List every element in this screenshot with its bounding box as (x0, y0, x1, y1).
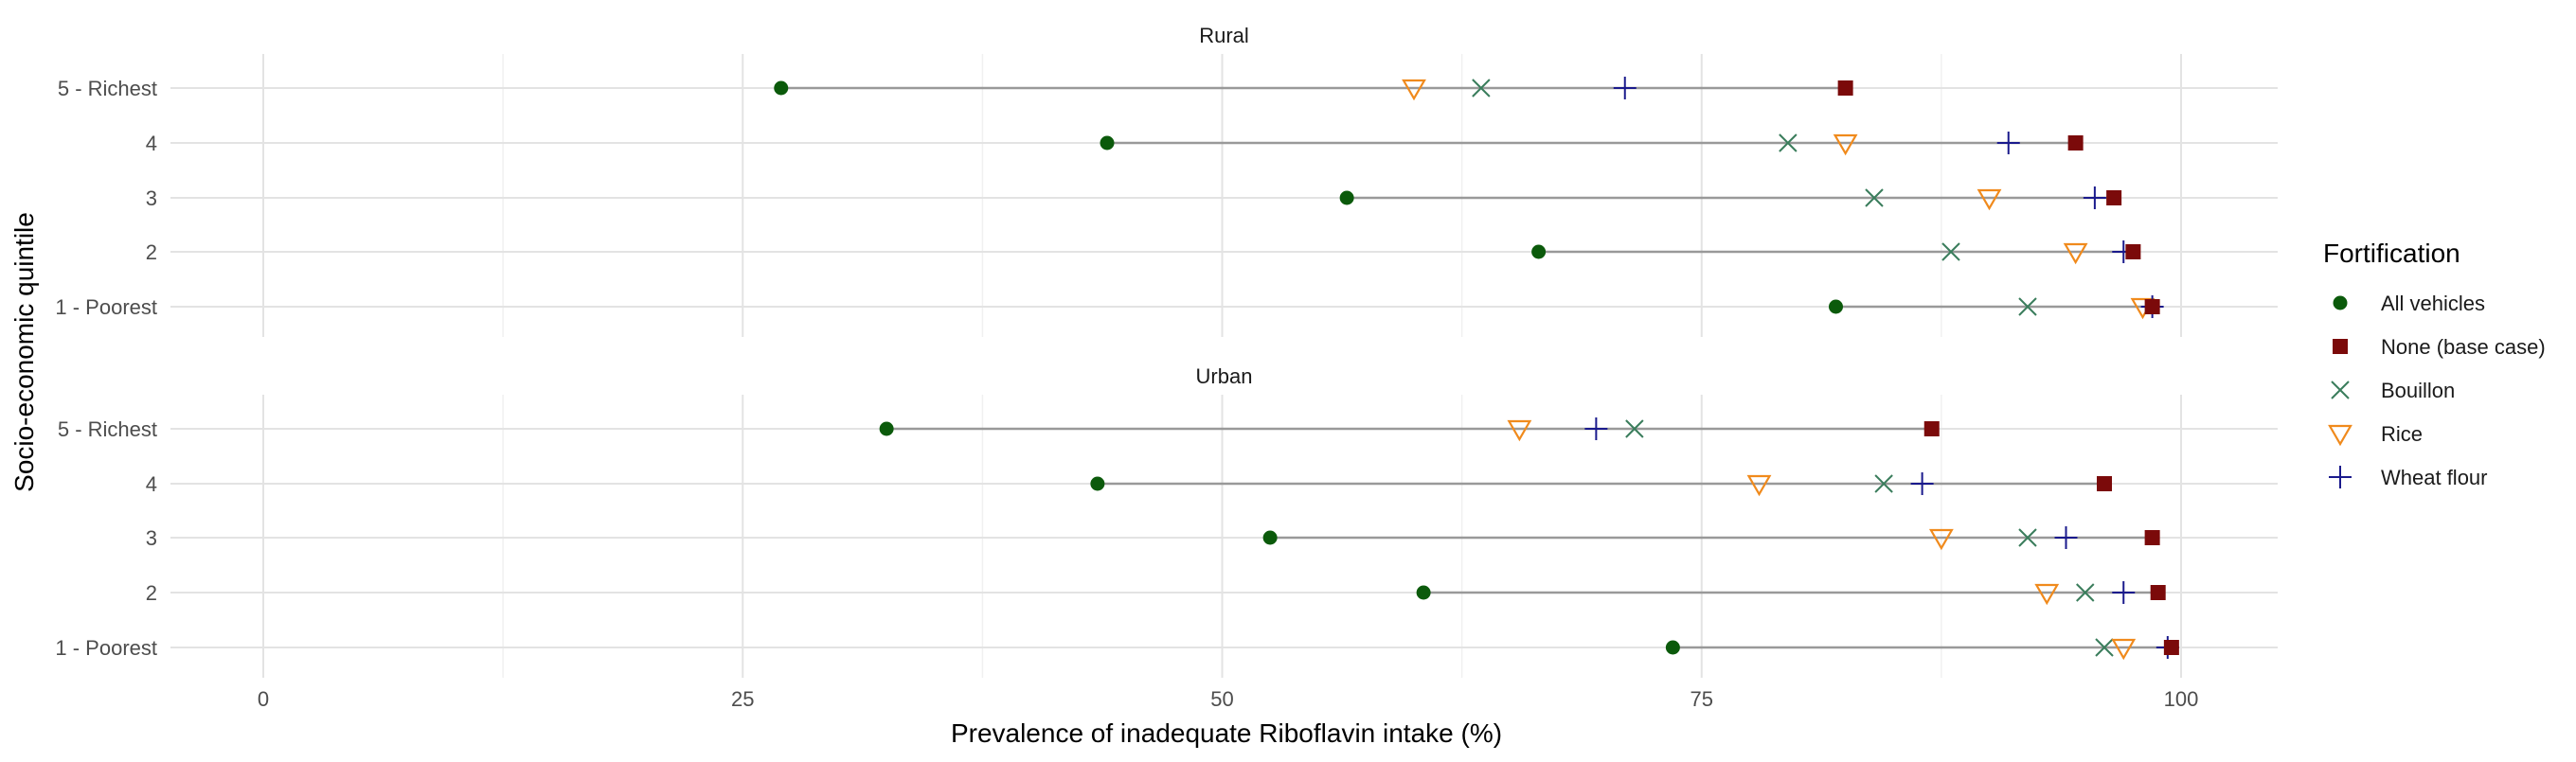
y-tick-label: 5 - Richest (58, 77, 157, 100)
y-tick-label: 5 - Richest (58, 417, 157, 441)
point-bouillon (2095, 638, 2114, 657)
y-tick-label: 3 (146, 526, 157, 550)
point-none (2125, 244, 2141, 259)
legend-key (2329, 466, 2352, 488)
point-rice (1746, 474, 1772, 497)
point-all-vehicles (1262, 530, 1278, 545)
y-tick-label: 1 - Poorest (55, 636, 157, 660)
y-tick-label: 3 (146, 186, 157, 210)
point-bouillon (2018, 528, 2037, 547)
point-rice (1507, 419, 1532, 442)
point-all-vehicles (1339, 190, 1354, 205)
point-rice (2034, 583, 2060, 606)
point-rice (1402, 79, 1426, 101)
point-bouillon (1865, 188, 1884, 207)
point-wheat-flour (2112, 581, 2136, 604)
legend-title: Fortification (2323, 239, 2460, 268)
point-none (2067, 135, 2084, 151)
point-rice (2111, 638, 2137, 661)
y-tick-label: 4 (146, 472, 157, 496)
legend-item-all-vehicles: All vehicles (2333, 292, 2485, 315)
point-bouillon (2018, 297, 2037, 316)
legend-label: Wheat flour (2381, 466, 2488, 489)
legend-key (2333, 339, 2348, 354)
facet-panel-urban: Urban 5 - Richest 4 3 2 1 - Poorest (55, 364, 2278, 678)
x-tick-label: 100 (2164, 687, 2199, 711)
point-none (2144, 530, 2160, 545)
legend-item-wheat-flour: Wheat flour (2329, 466, 2488, 489)
point-wheat-flour (2054, 526, 2078, 549)
legend-item-none: None (base case) (2333, 335, 2546, 359)
point-none (1837, 80, 1853, 96)
point-wheat-flour (1613, 77, 1637, 99)
point-all-vehicles (879, 421, 894, 436)
point-none (2144, 299, 2160, 314)
y-axis-label: Socio-economic quintile (9, 212, 39, 492)
point-all-vehicles (1100, 135, 1115, 151)
x-tick-label: 75 (1690, 687, 1713, 711)
point-all-vehicles (774, 80, 789, 96)
point-none (2163, 640, 2179, 655)
legend: Fortification All vehicles None (base cas… (2323, 239, 2546, 489)
facet-title: Rural (1199, 24, 1249, 47)
legend-key (2333, 295, 2348, 310)
point-wheat-flour (1584, 417, 1608, 440)
point-bouillon (1941, 242, 1960, 261)
point-all-vehicles (1531, 244, 1547, 259)
y-tick-label: 4 (146, 132, 157, 155)
legend-item-rice: Rice (2328, 422, 2423, 447)
legend-label: Bouillon (2381, 379, 2455, 402)
legend-label: None (base case) (2381, 335, 2546, 359)
point-wheat-flour (2083, 186, 2106, 209)
point-bouillon (1625, 419, 1644, 438)
point-wheat-flour (1996, 132, 2020, 154)
legend-label: All vehicles (2381, 292, 2485, 315)
legend-key (2331, 381, 2350, 399)
facet-title: Urban (1196, 364, 1253, 388)
point-wheat-flour (1910, 472, 1934, 495)
point-all-vehicles (1829, 299, 1843, 314)
x-tick-label: 50 (1210, 687, 1233, 711)
x-tick-label: 25 (731, 687, 754, 711)
x-axis-label: Prevalence of inadequate Riboflavin inta… (951, 718, 1502, 748)
point-none (1923, 421, 1940, 436)
legend-item-bouillon: Bouillon (2331, 379, 2455, 402)
point-rice (1833, 133, 1858, 156)
point-none (2097, 476, 2112, 491)
point-bouillon (1472, 79, 1491, 97)
legend-label: Rice (2381, 422, 2423, 446)
point-none (2106, 190, 2122, 205)
x-tick-label: 0 (258, 687, 269, 711)
point-bouillon (1874, 474, 1893, 493)
point-all-vehicles (1090, 476, 1105, 491)
point-rice (2063, 242, 2088, 265)
point-rice (1928, 528, 1954, 551)
y-tick-label: 2 (146, 581, 157, 605)
y-tick-label: 2 (146, 240, 157, 264)
facet-panel-rural: Rural 5 - Richest 4 3 2 1 - Poorest (55, 24, 2278, 337)
point-all-vehicles (1665, 640, 1680, 655)
point-all-vehicles (1416, 585, 1431, 600)
legend-key (2328, 424, 2352, 447)
point-none (2150, 585, 2166, 600)
point-bouillon (2076, 583, 2095, 602)
point-rice (1977, 188, 2002, 211)
y-tick-label: 1 - Poorest (55, 295, 157, 319)
point-bouillon (1779, 133, 1798, 152)
